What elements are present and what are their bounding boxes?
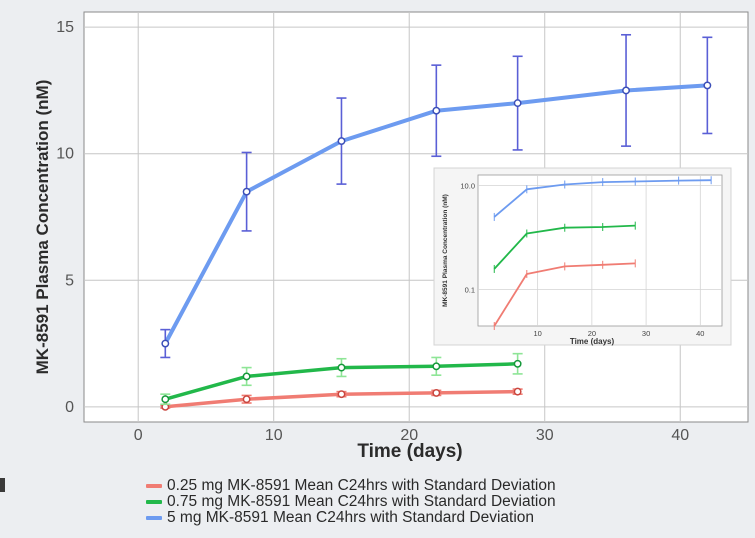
data-point bbox=[704, 82, 710, 88]
inset-x-axis-label: Time (days) bbox=[570, 337, 615, 346]
legend-item-0.25mg: 0.25 mg MK-8591 Mean C24hrs with Standar… bbox=[146, 478, 556, 494]
legend-label: 0.75 mg MK-8591 Mean C24hrs with Standar… bbox=[167, 494, 556, 510]
inset-plot-panel bbox=[478, 175, 722, 326]
inset-y-axis-label: MK-8591 Plasma Concentration (nM) bbox=[442, 194, 449, 307]
data-point bbox=[162, 340, 168, 346]
x-tick-label: 30 bbox=[536, 427, 554, 444]
data-point bbox=[243, 188, 249, 194]
y-tick-label: 10 bbox=[56, 146, 74, 163]
legend-swatch-green bbox=[146, 500, 162, 504]
legend-label: 5 mg MK-8591 Mean C24hrs with Standard D… bbox=[167, 510, 534, 526]
data-point bbox=[338, 138, 344, 144]
data-point bbox=[514, 100, 520, 106]
data-point bbox=[162, 396, 168, 402]
data-point bbox=[433, 390, 439, 396]
x-axis-label: Time (days) bbox=[357, 441, 462, 462]
y-axis-label: MK-8591 Plasma Concentration (nM) bbox=[33, 80, 52, 375]
y-tick-label: 15 bbox=[56, 19, 74, 36]
edge-fragment bbox=[0, 478, 5, 492]
data-point bbox=[338, 364, 344, 370]
data-point bbox=[433, 363, 439, 369]
legend-item-0.75mg: 0.75 mg MK-8591 Mean C24hrs with Standar… bbox=[146, 494, 556, 510]
y-tick-label: 0 bbox=[65, 399, 74, 416]
data-point bbox=[514, 361, 520, 367]
inset-x-tick-label: 40 bbox=[696, 329, 704, 338]
legend-item-5mg: 5 mg MK-8591 Mean C24hrs with Standard D… bbox=[146, 510, 556, 526]
data-point bbox=[243, 396, 249, 402]
data-point bbox=[243, 373, 249, 379]
x-tick-label: 10 bbox=[265, 427, 283, 444]
legend-swatch-blue bbox=[146, 516, 162, 520]
inset-y-tick-label: 10.0 bbox=[460, 182, 475, 191]
data-point bbox=[514, 388, 520, 394]
legend-label: 0.25 mg MK-8591 Mean C24hrs with Standar… bbox=[167, 478, 556, 494]
y-tick-label: 5 bbox=[65, 272, 74, 289]
data-point bbox=[623, 87, 629, 93]
inset-x-tick-label: 10 bbox=[533, 329, 541, 338]
inset-y-tick-label: 0.1 bbox=[465, 286, 475, 295]
data-point bbox=[338, 391, 344, 397]
legend: 0.25 mg MK-8591 Mean C24hrs with Standar… bbox=[146, 478, 556, 526]
legend-swatch-red bbox=[146, 484, 162, 488]
data-point bbox=[433, 108, 439, 114]
x-tick-label: 40 bbox=[671, 427, 689, 444]
x-tick-label: 0 bbox=[134, 427, 143, 444]
inset-x-tick-label: 30 bbox=[642, 329, 650, 338]
